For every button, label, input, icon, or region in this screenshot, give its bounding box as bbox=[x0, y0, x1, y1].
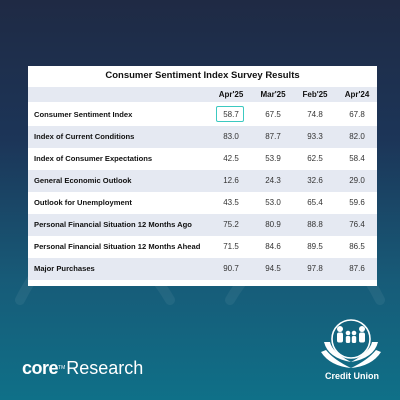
table-cell: 80.9 bbox=[265, 220, 281, 229]
row-label: Index of Current Conditions bbox=[34, 132, 135, 141]
table-cell: 76.4 bbox=[349, 220, 365, 229]
table-cell: 87.6 bbox=[349, 264, 365, 273]
table-cell: 88.8 bbox=[307, 220, 323, 229]
brand-core: core bbox=[22, 358, 59, 378]
column-header: Mar'25 bbox=[260, 90, 286, 99]
column-header: Apr'24 bbox=[344, 90, 370, 99]
table-row: Outlook for Unemployment 43.5 53.0 65.4 … bbox=[28, 192, 377, 214]
table-cell: 67.5 bbox=[265, 110, 281, 119]
row-label: Personal Financial Situation 12 Months A… bbox=[34, 220, 192, 229]
table-cell: 89.5 bbox=[307, 242, 323, 251]
brand-trademark: TM bbox=[58, 365, 66, 371]
table-cell: 90.7 bbox=[223, 264, 239, 273]
core-research-logo: coreTMResearch bbox=[22, 358, 143, 378]
table-header-row: Apr'25 Mar'25 Feb'25 Apr'24 bbox=[28, 87, 377, 102]
table-cell: 12.6 bbox=[223, 176, 239, 185]
table-cell: 42.5 bbox=[223, 154, 239, 163]
table-row: Index of Consumer Expectations 42.5 53.9… bbox=[28, 148, 377, 170]
brand-research: Research bbox=[66, 358, 144, 378]
highlighted-cell-frame bbox=[216, 106, 244, 122]
table-cell: 62.5 bbox=[307, 154, 323, 163]
credit-union-family-hands-icon bbox=[321, 319, 381, 368]
table-cell: 58.7 bbox=[223, 110, 239, 119]
table-cell: 53.0 bbox=[265, 198, 281, 207]
table-row: General Economic Outlook 12.6 24.3 32.6 … bbox=[28, 170, 377, 192]
table-cell: 93.3 bbox=[307, 132, 323, 141]
table-row: Index of Current Conditions 83.0 87.7 93… bbox=[28, 126, 377, 148]
table-cell: 82.0 bbox=[349, 132, 365, 141]
table-cell: 58.4 bbox=[349, 154, 365, 163]
table-row: Major Purchases 90.7 94.5 97.8 87.6 bbox=[28, 258, 377, 280]
table-cell: 53.9 bbox=[265, 154, 281, 163]
table-cell: 74.8 bbox=[307, 110, 323, 119]
table-cell: 59.6 bbox=[349, 198, 365, 207]
table-row: Personal Financial Situation 12 Months A… bbox=[28, 214, 377, 236]
column-header: Feb'25 bbox=[302, 90, 328, 99]
table-row: Personal Financial Situation 12 Months A… bbox=[28, 236, 377, 258]
credit-union-label: Credit Union bbox=[325, 371, 379, 381]
row-label: Personal Financial Situation 12 Months A… bbox=[34, 242, 201, 251]
table-cell: 43.5 bbox=[223, 198, 239, 207]
table-cell: 84.6 bbox=[265, 242, 281, 251]
table-cell: 29.0 bbox=[349, 176, 365, 185]
sentiment-table: Consumer Sentiment Index Survey Results … bbox=[28, 66, 377, 286]
table-cell: 32.6 bbox=[307, 176, 323, 185]
table-cell: 71.5 bbox=[223, 242, 239, 251]
row-label: General Economic Outlook bbox=[34, 176, 132, 185]
table-cell: 75.2 bbox=[223, 220, 239, 229]
table-row: Consumer Sentiment Index 58.7 67.5 74.8 … bbox=[28, 104, 377, 126]
table-cell: 97.8 bbox=[307, 264, 323, 273]
row-label: Index of Consumer Expectations bbox=[34, 154, 153, 163]
table-cell: 94.5 bbox=[265, 264, 281, 273]
table-cell: 67.8 bbox=[349, 110, 365, 119]
row-label: Major Purchases bbox=[34, 264, 95, 273]
row-label: Outlook for Unemployment bbox=[34, 198, 132, 207]
table-cell: 87.7 bbox=[265, 132, 281, 141]
table-cell: 24.3 bbox=[265, 176, 281, 185]
table-cell: 83.0 bbox=[223, 132, 239, 141]
column-header: Apr'25 bbox=[218, 90, 244, 99]
row-label: Consumer Sentiment Index bbox=[34, 110, 133, 119]
table-cell: 65.4 bbox=[307, 198, 323, 207]
table-title: Consumer Sentiment Index Survey Results bbox=[105, 70, 300, 81]
table-cell: 86.5 bbox=[349, 242, 365, 251]
